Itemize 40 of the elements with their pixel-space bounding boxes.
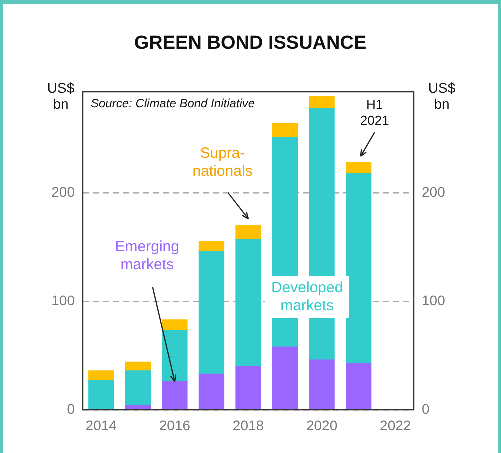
y2-tick-label: 0 (422, 400, 430, 417)
x-tick-label: 2020 (306, 417, 338, 434)
bar (125, 405, 151, 410)
bar (309, 360, 335, 410)
bar (236, 225, 262, 240)
bar (198, 251, 225, 375)
bar (236, 239, 262, 367)
bar (346, 363, 372, 410)
bar (236, 366, 262, 410)
bar (162, 330, 188, 382)
bar (162, 320, 188, 332)
text: Emerging markets (115, 238, 180, 274)
bar (272, 123, 298, 138)
bar (346, 173, 372, 364)
y-axis-title: US$ bn (47, 80, 75, 112)
x-tick-label: 2022 (380, 417, 412, 434)
y-tick-label: 0 (67, 400, 76, 417)
x-tick-label: 2018 (232, 417, 264, 434)
bar (125, 362, 151, 372)
bar (125, 370, 151, 406)
y-tick-label: 200 (52, 184, 76, 200)
bar (272, 346, 298, 410)
x-tick-label: 2016 (159, 417, 191, 434)
chart-title: GREEN BOND ISSUANCE (134, 33, 367, 54)
bar (309, 96, 335, 109)
y2-tick-label: 200 (422, 184, 446, 200)
bar (88, 380, 114, 410)
annotation: Source: Climate Bond Initiative (91, 96, 256, 110)
y2-tick-label: 100 (422, 292, 446, 308)
annotation: H1 2021 (360, 97, 390, 128)
bar (198, 374, 225, 410)
bar (88, 370, 114, 382)
y-tick-label: 100 (52, 292, 76, 308)
bar (198, 241, 225, 252)
x-tick-label: 2014 (86, 417, 118, 434)
bar (346, 162, 372, 174)
series-label: Supra-nationals (192, 145, 253, 180)
bar (162, 381, 188, 410)
y2-axis-title: US$ bn (428, 80, 456, 112)
series-label: Developed markets (271, 280, 344, 315)
